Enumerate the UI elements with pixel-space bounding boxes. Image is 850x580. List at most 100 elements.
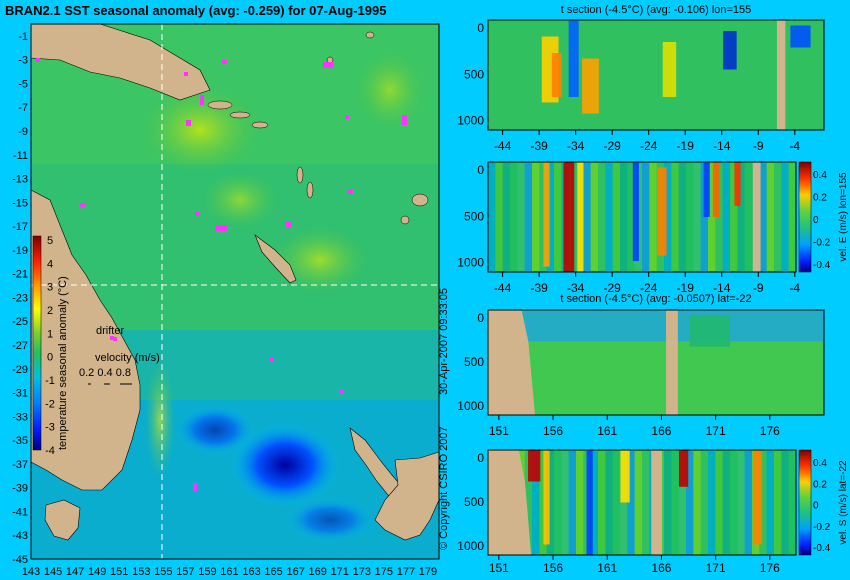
section-frame <box>487 449 797 556</box>
section-x-tick: -14 <box>713 139 731 153</box>
map-colorbar-tick: -3 <box>45 422 55 434</box>
section-panels: t section (-4.5°C) (avg: -0.106) lon=155… <box>457 4 849 575</box>
map-colorbar-tick: 3 <box>47 282 53 294</box>
section-panel-4: 151 156 161 166 171 176 0 500 1000 0.4 0.2 0 -0.2 -0.… <box>457 449 849 575</box>
section-colorbar-tick: -0.2 <box>813 238 831 249</box>
section-x-tick: -19 <box>677 139 695 153</box>
map-y-tick-label: -45 <box>12 554 28 566</box>
section-x-tick: 166 <box>651 424 671 438</box>
map-x-tick-label: 163 <box>242 566 260 578</box>
map-colorbar-tick: 1 <box>47 328 53 340</box>
map-colorbar-tick: -1 <box>45 375 55 387</box>
drifter-legend-label: drifter <box>96 325 124 337</box>
land-tasmania <box>44 499 81 541</box>
map-colorbar-gradient <box>32 235 42 451</box>
section-y-tick: 0 <box>477 21 484 35</box>
land-australia <box>30 189 141 491</box>
map-colorbar-ticks: 5 4 3 2 1 0 -1 -2 -3 -4 <box>45 235 55 457</box>
section-land <box>651 450 663 555</box>
map-y-tick-label: -17 <box>12 221 28 233</box>
section-x-tick: 166 <box>651 561 671 575</box>
section-y-tick: 0 <box>477 451 484 465</box>
section-colorbar-tick: -0.4 <box>813 543 831 554</box>
map-x-tick-label: 161 <box>220 566 238 578</box>
map-title: BRAN2.1 SST seasonal anomaly (avg: -0.25… <box>5 3 386 18</box>
map-y-tick-label: -31 <box>12 388 28 400</box>
section-colorbar <box>798 161 812 273</box>
section-x-tick: -24 <box>640 139 658 153</box>
section-panel-2: -44 -39 -34 -29 -24 -19 -14 -9 -4 0 500 1000 0.4 0.2 0… <box>457 161 849 295</box>
map-colorbar-tick: 2 <box>47 305 53 317</box>
map-y-tick-label: -9 <box>18 126 28 138</box>
map-x-tick-label: 145 <box>44 566 62 578</box>
map-colorbar-label: temperature seasonal anomaly (°C) <box>57 276 69 450</box>
map-colorbar-tick: 5 <box>47 235 53 247</box>
map-y-tick-label: -33 <box>12 411 28 423</box>
section-colorbar-tick: 0.4 <box>813 458 827 469</box>
map-y-tick-label: -21 <box>12 269 28 281</box>
map-y-tick-label: -39 <box>12 483 28 495</box>
section-colorbar-tick: 0 <box>813 215 819 226</box>
section-x-tick: -24 <box>640 281 658 295</box>
land-new-caledonia <box>254 234 297 284</box>
section-x-tick: -39 <box>530 281 548 295</box>
section-x-tick: 151 <box>489 561 509 575</box>
section-x-tick: -19 <box>677 281 695 295</box>
map-y-tick-label: -25 <box>12 316 28 328</box>
section-land <box>776 20 786 130</box>
section-x-tick: 176 <box>760 424 780 438</box>
map-y-tick-label: -7 <box>18 102 28 114</box>
section-y-tick: 1000 <box>457 256 484 270</box>
section-frame <box>487 309 825 416</box>
section-y-tick: 500 <box>464 495 484 509</box>
map-x-tick-label: 167 <box>286 566 304 578</box>
section-x-tick: -4 <box>789 281 800 295</box>
section-y-tick: 1000 <box>457 539 484 553</box>
section-land <box>666 310 678 415</box>
map-x-tick-label: 159 <box>198 566 216 578</box>
velocity-legend-values: 0.2 0.4 0.8 <box>79 367 131 379</box>
sst-map <box>30 23 440 560</box>
section-y-tick: 1000 <box>457 399 484 413</box>
map-y-tick-label: -23 <box>12 292 28 304</box>
map-frame <box>30 23 440 560</box>
section-panel-1: t section (-4.5°C) (avg: -0.106) lon=155… <box>457 4 825 153</box>
map-x-tick-label: 177 <box>397 566 415 578</box>
copyright-text: © Copyright CSIRO 2007 <box>438 426 450 550</box>
map-x-tick-label: 157 <box>176 566 194 578</box>
section-panel-3: t section (-4.5°C) (avg: -0.0507) lat=-2… <box>457 293 825 438</box>
section-colorbar-label: vel. S (m/s) lat=-22 <box>838 460 849 545</box>
map-y-tick-label: -13 <box>12 174 28 186</box>
map-colorbar-tick: 4 <box>47 258 53 270</box>
map-y-tick-label: -19 <box>12 245 28 257</box>
map-x-tick-label: 149 <box>88 566 106 578</box>
section-x-tick: -14 <box>713 281 731 295</box>
map-y-tick-label: -37 <box>12 459 28 471</box>
map-y-tick-label: -41 <box>12 506 28 518</box>
map-x-tick-label: 175 <box>375 566 393 578</box>
land-islands <box>207 31 429 225</box>
map-y-tick-label: -43 <box>12 530 28 542</box>
map-y-tick-label: -1 <box>18 31 28 43</box>
map-colorbar-tick: -4 <box>45 445 55 457</box>
section-x-tick: 171 <box>706 561 726 575</box>
map-y-tick-label: -27 <box>12 340 28 352</box>
section-y-tick: 0 <box>477 311 484 325</box>
timestamp-text: 30-Apr-2007 09:33:05 <box>438 288 450 395</box>
section-x-tick: -44 <box>494 281 512 295</box>
map-colorbar-tick: -2 <box>45 398 55 410</box>
section-colorbar-tick: 0 <box>813 501 819 512</box>
section-colorbar-tick: 0.2 <box>813 193 827 204</box>
section-x-tick: -29 <box>604 281 622 295</box>
section-x-tick: 151 <box>489 424 509 438</box>
map-x-tick-label: 179 <box>419 566 437 578</box>
cold-anomaly-core <box>230 423 340 507</box>
section-x-tick: 176 <box>760 561 780 575</box>
map-y-ticks: -1 -3 -5 -7 -9 -11 -13 -15 -17 -19 -21 -23 -25 -27 -29… <box>12 31 28 566</box>
section-x-tick: -34 <box>567 281 585 295</box>
map-x-tick-label: 171 <box>331 566 349 578</box>
section-frame <box>487 161 797 273</box>
map-x-tick-label: 147 <box>66 566 84 578</box>
map-x-tick-label: 165 <box>264 566 282 578</box>
